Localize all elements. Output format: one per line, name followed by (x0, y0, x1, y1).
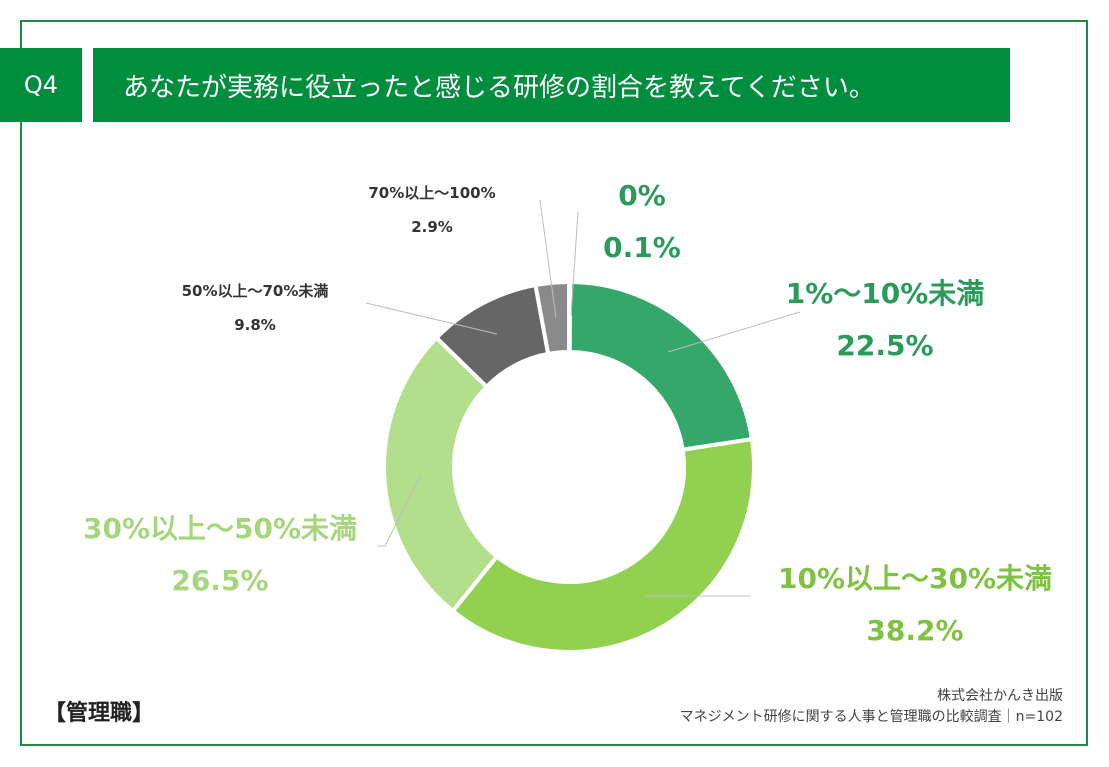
data-label-2: 10%以上〜30%未満 38.2% (778, 553, 1052, 657)
data-label-4: 50%以上〜70%未満 9.8% (182, 274, 329, 342)
category-label: 70%以上〜100% (368, 184, 496, 202)
category-label: 0% (618, 179, 666, 212)
category-label: 50%以上〜70%未満 (181, 282, 329, 300)
leader-line-4 (365, 302, 498, 335)
value-label: 38.2% (866, 614, 964, 647)
slice-1 (567, 279, 755, 453)
leader-line-0 (570, 211, 579, 317)
slice-3 (382, 335, 500, 614)
slice-5 (533, 279, 571, 357)
data-label-5: 70%以上〜100% 2.9% (368, 176, 495, 244)
value-label: 26.5% (171, 564, 269, 597)
company-name: 株式会社かんき出版 (937, 688, 1063, 704)
question-number: Q4 (0, 48, 82, 122)
value-label: 22.5% (836, 329, 934, 362)
survey-name: マネジメント研修に関する人事と管理職の比較調査｜n=102 (679, 709, 1063, 725)
value-label: 0.1% (603, 231, 681, 264)
data-label-3: 30%以上〜50%未満 26.5% (83, 503, 357, 607)
value-label: 9.8% (234, 316, 276, 334)
data-label-1: 1%〜10%未満 22.5% (786, 268, 985, 372)
leader-line-1 (667, 311, 801, 353)
category-label: 1%〜10%未満 (785, 277, 985, 310)
question-title: あなたが実務に役立ったと感じる研修の割合を教えてください。 (93, 48, 1010, 122)
category-label: 30%以上〜50%未満 (82, 512, 358, 545)
category-label: 10%以上〜30%未満 (777, 562, 1053, 595)
leader-line-3 (378, 475, 421, 547)
data-label-0: 0% 0.1% (603, 170, 681, 274)
value-label: 2.9% (411, 218, 453, 236)
chart-frame (20, 20, 1088, 746)
slice-2 (450, 436, 756, 654)
respondent-category: 【管理職】 (44, 701, 155, 726)
leader-line-5 (539, 199, 557, 319)
source-note: 株式会社かんき出版 マネジメント研修に関する人事と管理職の比較調査｜n=102 (680, 686, 1063, 728)
